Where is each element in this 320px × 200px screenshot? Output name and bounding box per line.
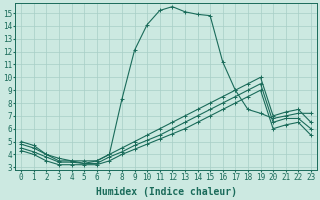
X-axis label: Humidex (Indice chaleur): Humidex (Indice chaleur) (95, 187, 236, 197)
